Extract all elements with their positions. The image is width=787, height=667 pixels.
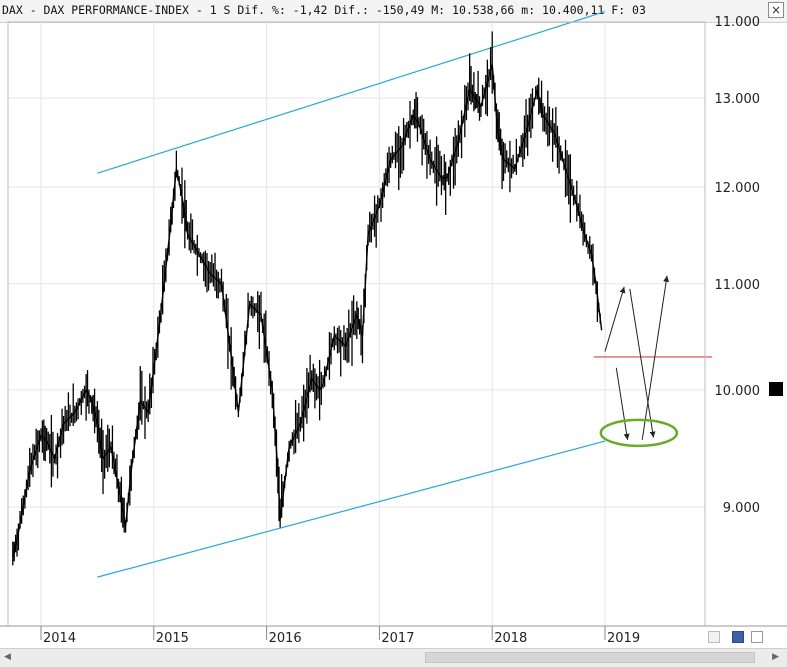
y-tick-label-top: 11.000: [715, 15, 761, 30]
save-icon[interactable]: [732, 631, 744, 643]
scroll-left-icon[interactable]: ◀: [4, 652, 11, 662]
window-title: DAX - DAX PERFORMANCE-INDEX - 1 S Dif. %…: [2, 3, 646, 17]
x-tick-label: 2016: [269, 631, 302, 646]
axes: 9.000 10.000 11.000 12.000 13.000 11.000 2014 2…: [0, 15, 787, 646]
x-tick-label: 2017: [381, 631, 414, 646]
x-tick-label: 2014: [43, 631, 76, 646]
projection-arrow: [604, 286, 626, 352]
title-bar: DAX - DAX PERFORMANCE-INDEX - 1 S Dif. %…: [0, 0, 787, 23]
target-ellipse: [599, 418, 679, 448]
x-tick-label: 2019: [607, 631, 640, 646]
projection-annotations: [599, 275, 679, 448]
price-line: [12, 64, 603, 558]
color-box-icon[interactable]: [769, 382, 783, 396]
scroll-right-icon[interactable]: ▶: [772, 652, 779, 662]
projection-arrow: [641, 275, 670, 440]
pin-icon[interactable]: [751, 631, 763, 643]
y-tick-label: 13.000: [715, 92, 761, 107]
y-tick-label: 12.000: [715, 181, 761, 196]
price-series: [12, 31, 603, 566]
projection-arrow: [629, 288, 656, 438]
y-tick-label: 10.000: [715, 384, 761, 399]
y-tick-label: 11.000: [715, 278, 761, 293]
close-icon[interactable]: ×: [768, 2, 784, 18]
upper-channel-line: [97, 11, 606, 174]
zoom-icon[interactable]: [708, 631, 720, 643]
x-tick-label: 2018: [494, 631, 527, 646]
x-tick-label: 2015: [156, 631, 189, 646]
projection-arrow: [615, 367, 630, 440]
scroll-thumb[interactable]: [425, 652, 755, 663]
gridlines: [8, 22, 705, 626]
y-tick-label: 9.000: [723, 501, 760, 516]
lower-channel-line: [97, 440, 606, 578]
trendlines: [97, 11, 713, 578]
horizontal-scrollbar[interactable]: ◀ ▶: [0, 648, 787, 667]
